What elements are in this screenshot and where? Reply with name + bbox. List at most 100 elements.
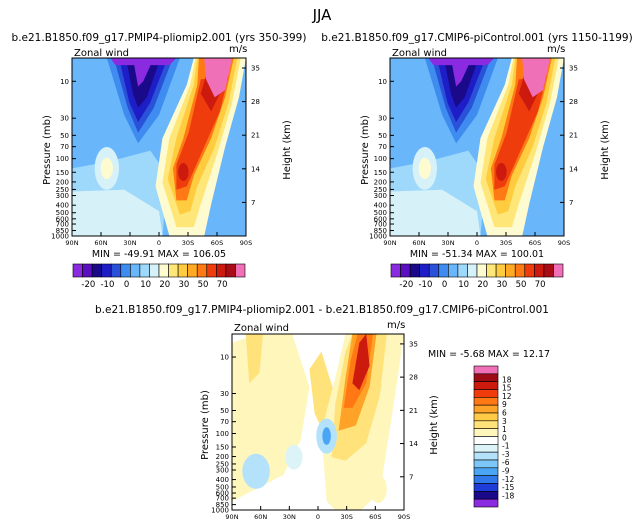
y-tick-label: 600 <box>374 215 387 223</box>
y-tick-label: 150 <box>56 169 69 177</box>
y-right-tick-label: 21 <box>251 132 260 140</box>
x-tick-label: 60N <box>412 239 425 247</box>
colorbar-label: 70 <box>535 280 546 290</box>
colorbar-swatch <box>448 263 459 278</box>
x-tick-label: 30N <box>123 239 136 247</box>
x-tick-label: 60S <box>529 239 541 247</box>
x-tick-label: 30S <box>340 513 352 521</box>
y-tick-label: 70 <box>60 143 69 151</box>
colorbar-label: 50 <box>516 280 527 290</box>
colorbar-swatch <box>514 263 526 278</box>
left-label: Zonal wind <box>234 323 289 334</box>
y-right-tick-label: 7 <box>569 199 573 207</box>
colorbar-swatch <box>473 381 499 390</box>
colorbar-swatch <box>473 498 499 508</box>
y-tick-label: 500 <box>374 209 387 217</box>
colorbar-swatch <box>534 263 545 278</box>
colorbar-swatch <box>457 263 468 278</box>
y-right-tick-label: 28 <box>251 98 260 106</box>
colorbar-label: 15 <box>502 384 512 393</box>
y-tick-label: 850 <box>56 227 69 235</box>
y-tick-label: 300 <box>216 467 229 475</box>
units-label: m/s <box>547 44 565 55</box>
colorbar-swatch <box>400 263 411 278</box>
y-tick-label: 850 <box>374 227 387 235</box>
y-axis-label: Pressure (mb) <box>42 115 53 185</box>
colorbar-label: -3 <box>502 450 510 459</box>
x-tick-label: 60N <box>254 513 267 521</box>
colorbar-swatch <box>473 483 499 492</box>
y-tick-label: 400 <box>216 476 229 484</box>
left-label: Zonal wind <box>74 48 129 59</box>
colorbar-swatch <box>473 459 499 469</box>
panel-title: b.e21.B1850.f09_g17.PMIP4-pliomip2.001 (… <box>12 32 307 44</box>
contour-field <box>72 58 246 236</box>
colorbar-label: 12 <box>502 392 512 401</box>
y-right-tick-label: 21 <box>409 407 418 415</box>
contour-fill <box>100 157 113 180</box>
colorbar-label: 9 <box>502 400 507 409</box>
contour-fill <box>178 163 189 181</box>
y-tick-label: 600 <box>216 490 229 498</box>
contour-fill <box>522 58 551 98</box>
colorbar-swatch <box>110 263 122 278</box>
y-tick-label: 150 <box>374 169 387 177</box>
colorbar-label: 0 <box>442 280 447 290</box>
colorbar-swatch <box>101 263 112 278</box>
y-tick-label: 500 <box>216 483 229 491</box>
colorbar-swatch <box>168 263 179 278</box>
x-tick-label: 0 <box>316 513 320 521</box>
colorbar-swatch <box>196 263 208 278</box>
y-tick-label: 10 <box>378 78 387 86</box>
y-tick-label: 50 <box>60 132 69 140</box>
y-tick-label: 250 <box>216 460 229 468</box>
colorbar-label: 0 <box>502 433 507 442</box>
colorbar-swatch <box>130 263 141 278</box>
contour-fill <box>204 58 233 98</box>
y-right-tick-label: 7 <box>251 199 255 207</box>
colorbar-swatch <box>72 263 83 278</box>
y-tick-label: 300 <box>56 192 69 200</box>
y-axis-label: Pressure (mb) <box>360 115 371 185</box>
y-tick-label: 1000 <box>211 507 229 515</box>
contour-fill <box>418 157 431 180</box>
contour-fill <box>132 58 154 87</box>
y-tick-label: 700 <box>56 221 69 229</box>
x-tick-label: 90N <box>65 239 78 247</box>
colorbar-swatch <box>473 428 499 437</box>
contour-fill <box>176 75 229 190</box>
x-tick-label: 30N <box>441 239 454 247</box>
y-tick-label: 1000 <box>369 233 387 241</box>
y-tick-label: 50 <box>220 407 229 415</box>
y-tick-label: 30 <box>60 115 69 123</box>
min-max-label: MIN = -49.91 MAX = 106.05 <box>92 249 226 260</box>
y-right-tick-label: 21 <box>569 132 578 140</box>
y-tick-label: 10 <box>60 78 69 86</box>
contour-fill <box>443 58 479 108</box>
colorbar-swatch <box>438 263 449 278</box>
x-tick-label: 30S <box>500 239 512 247</box>
contour-fill <box>390 189 481 236</box>
y-right-tick-label: 35 <box>569 65 578 73</box>
x-tick-label: 60S <box>211 239 223 247</box>
y-tick-label: 300 <box>374 192 387 200</box>
colorbar-swatch <box>187 263 198 278</box>
colorbar-label: -12 <box>502 475 514 484</box>
contour-fill <box>125 58 161 108</box>
y-tick-label: 400 <box>56 202 69 210</box>
x-tick-label: 90N <box>225 513 238 521</box>
colorbar-label: 0 <box>124 280 129 290</box>
y-axis-label: Pressure (mb) <box>200 390 211 460</box>
colorbar-swatch <box>473 420 499 429</box>
colorbar-label: 18 <box>502 375 512 384</box>
y-tick-label: 400 <box>374 202 387 210</box>
panel-pliomip2: b.e21.B1850.f09_g17.PMIP4-pliomip2.001 (… <box>12 32 307 290</box>
colorbar-label: -10 <box>100 280 114 290</box>
colorbar-swatch <box>473 412 499 422</box>
colorbar-label: 70 <box>217 280 228 290</box>
colorbar-swatch <box>473 475 499 484</box>
colorbar-swatch <box>177 263 188 278</box>
contour-field <box>232 334 404 510</box>
y-tick-label: 500 <box>56 209 69 217</box>
